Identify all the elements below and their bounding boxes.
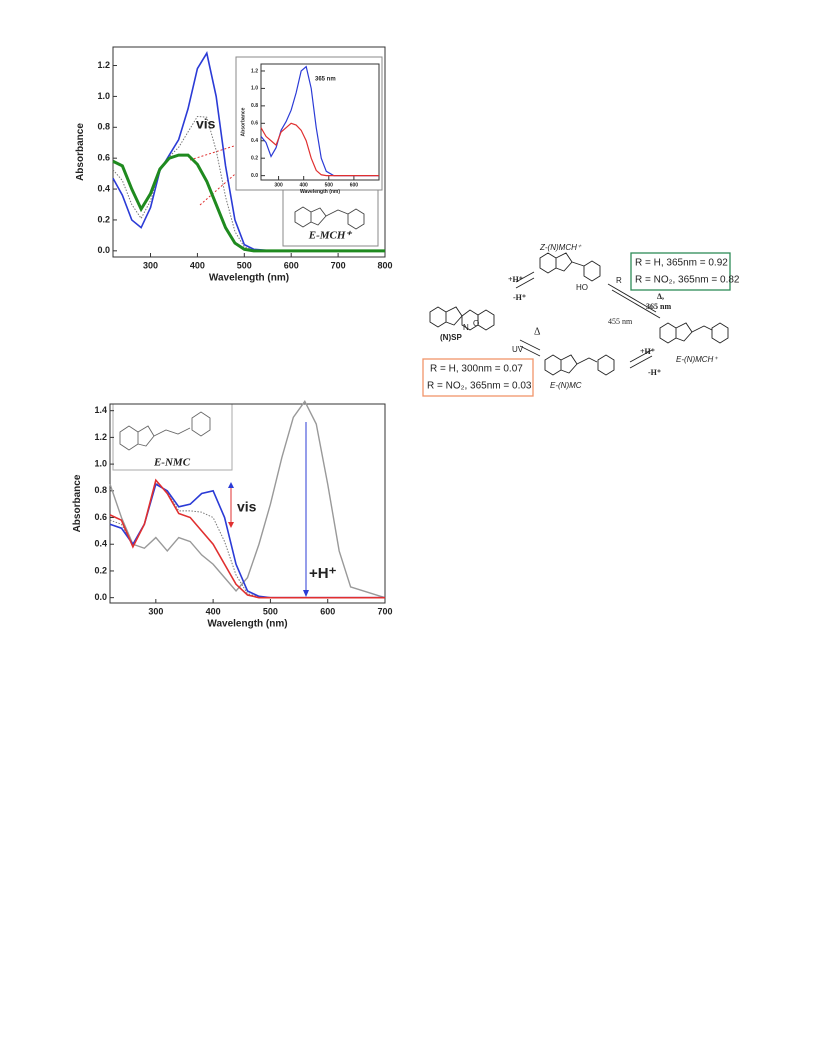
structure-label: E-MCH⁺	[308, 230, 353, 242]
scheme-label: -H⁺	[648, 368, 661, 377]
structure-box	[112, 403, 233, 471]
atom-label: O	[473, 319, 479, 328]
box-line: R = H, 365nm = 0.92	[635, 258, 728, 269]
box-line: R = NO₂, 365nm = 0.03	[427, 381, 532, 392]
y-tick-label: 0.6	[97, 153, 110, 163]
quantum-yield-box	[630, 252, 731, 291]
annotation: +H⁺	[309, 565, 337, 582]
scheme-drawing	[429, 252, 729, 376]
structure-label: E-NMC	[153, 457, 191, 469]
y-tick-label: 1.0	[251, 86, 258, 92]
scheme-labels: Z-(N)MCH⁺ +H⁺ -H⁺ (N)SP Δ UV 455 nm Δ, 3…	[427, 243, 740, 392]
y-tick-label: 1.2	[94, 432, 107, 442]
x-tick-label: 300	[274, 182, 283, 188]
data-line	[260, 122, 379, 177]
annotation: vis	[237, 499, 257, 515]
scheme-label: (N)SP	[440, 333, 462, 342]
data-line	[109, 478, 385, 599]
y-axis-title: Absorbance	[72, 474, 83, 532]
scheme-label: Z-(N)MCH⁺	[539, 243, 582, 252]
x-tick-label: 700	[377, 606, 392, 616]
box-line: R = NO₂, 365nm = 0.82	[635, 275, 740, 286]
y-tick-label: 0.8	[97, 122, 110, 132]
x-tick-label: 300	[143, 260, 158, 270]
y-tick-label: 0.4	[97, 183, 110, 193]
x-tick-label: 500	[325, 182, 334, 188]
x-tick-label: 400	[190, 260, 205, 270]
atom-label: R	[616, 276, 622, 285]
y-tick-label: 0.0	[94, 592, 107, 602]
scheme-label: +H⁺	[508, 275, 523, 284]
y-tick-label: 0.2	[97, 214, 110, 224]
y-tick-label: 0.6	[251, 121, 258, 127]
x-axis-title: Wavelength (nm)	[209, 272, 289, 283]
x-axis-title: Wavelength (nm)	[207, 618, 287, 629]
x-axis-title: Wavelength (nm)	[300, 189, 340, 195]
annotation: vis	[196, 116, 216, 132]
scheme-label: -H⁺	[513, 293, 526, 302]
x-tick-label: 700	[331, 260, 346, 270]
y-axis-title: Absorbance	[240, 107, 246, 136]
y-tick-label: 0.0	[251, 173, 258, 179]
scheme-label: +H⁺	[640, 347, 655, 356]
y-tick-label: 1.4	[94, 405, 107, 415]
data-line	[112, 153, 385, 253]
scheme-label: 455 nm	[608, 317, 633, 326]
x-tick-label: 500	[237, 260, 252, 270]
x-tick-label: 800	[377, 260, 392, 270]
y-tick-label: 1.2	[97, 60, 110, 70]
structure-drawing	[119, 411, 211, 451]
y-tick-label: 1.0	[97, 91, 110, 101]
x-tick-label: 600	[320, 606, 335, 616]
data-line	[109, 481, 385, 599]
scheme-label: E-(N)MCH⁺	[676, 355, 718, 364]
x-tick-label: 300	[148, 606, 163, 616]
y-tick-label: 0.2	[251, 156, 258, 162]
y-tick-label: 1.0	[94, 458, 107, 468]
x-tick-label: 500	[263, 606, 278, 616]
structure-box	[282, 189, 379, 247]
atom-label: N	[463, 323, 469, 332]
data-line	[109, 399, 386, 599]
annotation: 365 nm	[315, 77, 336, 83]
y-axis-title: Absorbance	[75, 123, 86, 181]
x-tick-label: 400	[206, 606, 221, 616]
plot-frame	[109, 403, 386, 604]
scheme-label: E-(N)MC	[550, 381, 582, 390]
box-line: R = H, 300nm = 0.07	[430, 364, 523, 375]
x-tick-label: 600	[284, 260, 299, 270]
y-tick-label: 0.2	[94, 565, 107, 575]
quantum-yield-box	[422, 358, 534, 397]
y-tick-label: 0.0	[97, 245, 110, 255]
atom-label: HO	[576, 283, 588, 292]
scheme-label: Δ	[534, 326, 541, 337]
y-tick-label: 1.2	[251, 68, 258, 74]
x-tick-label: 600	[350, 182, 359, 188]
y-tick-label: 0.4	[94, 539, 107, 549]
y-tick-label: 0.4	[251, 138, 258, 144]
scheme-label: Δ,	[657, 292, 664, 301]
y-tick-label: 0.8	[94, 485, 107, 495]
x-tick-label: 400	[300, 182, 309, 188]
scheme-label: UV	[512, 345, 524, 354]
y-tick-label: 0.8	[251, 103, 258, 109]
plot-frame	[112, 46, 386, 258]
y-tick-label: 0.6	[94, 512, 107, 522]
structure-drawing	[294, 206, 365, 230]
scheme-label: 365 nm	[646, 302, 671, 311]
arrow	[228, 422, 309, 597]
plot-frame	[260, 63, 380, 181]
